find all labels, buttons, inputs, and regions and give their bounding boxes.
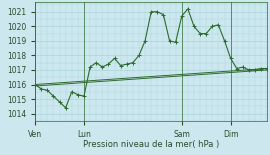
X-axis label: Pression niveau de la mer( hPa ): Pression niveau de la mer( hPa )	[83, 140, 219, 149]
